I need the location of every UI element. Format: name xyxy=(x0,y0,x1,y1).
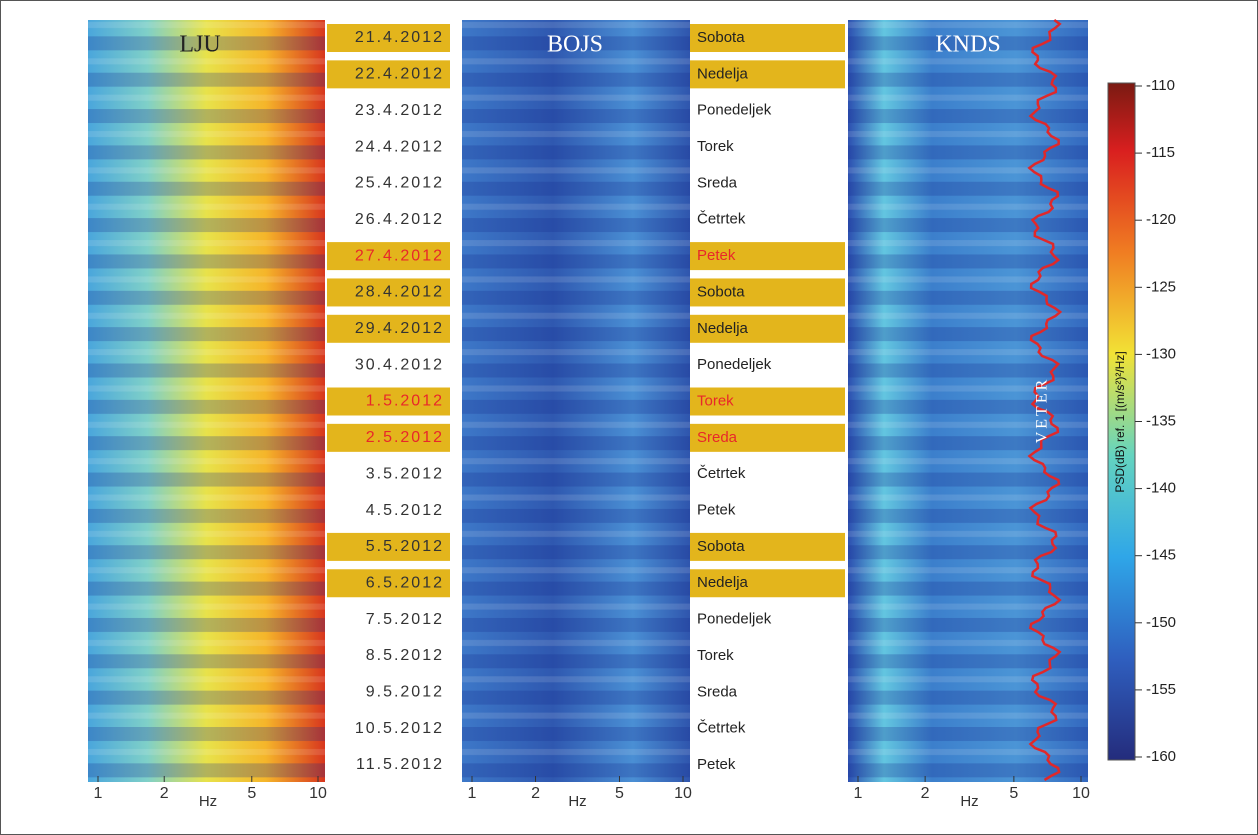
weekday: Četrtek xyxy=(697,720,746,737)
x-axis-label: Hz xyxy=(199,793,217,810)
date: 4.5.2012 xyxy=(366,502,444,519)
date: 26.4.2012 xyxy=(355,211,444,228)
date: 24.4.2012 xyxy=(355,138,444,155)
x-tick-label: 5 xyxy=(247,785,256,802)
date: 22.4.2012 xyxy=(355,66,444,83)
x-tick-label: 2 xyxy=(531,785,540,802)
x-tick-label: 10 xyxy=(309,785,327,802)
weekday: Četrtek xyxy=(697,211,746,228)
spectrogram-bands xyxy=(88,20,325,782)
weekday: Sobota xyxy=(697,538,745,555)
colorbar-tick-label: -155 xyxy=(1146,681,1176,698)
panel-title: LJU xyxy=(179,32,220,58)
date: 2.5.2012 xyxy=(366,429,444,446)
weekday: Četrtek xyxy=(697,465,746,482)
x-tick-label: 10 xyxy=(1072,785,1090,802)
weekday: Nedelja xyxy=(697,574,749,591)
date-highlight xyxy=(327,532,450,561)
weekday: Sreda xyxy=(697,174,738,191)
weekday: Sreda xyxy=(697,429,738,446)
weekday-highlight xyxy=(690,314,845,343)
weekday-highlight xyxy=(690,278,845,307)
x-tick-label: 5 xyxy=(615,785,624,802)
spectrogram-bands xyxy=(848,20,1088,782)
panel-title: BOJS xyxy=(547,32,603,58)
x-axis-label: Hz xyxy=(568,793,586,810)
date: 3.5.2012 xyxy=(366,465,444,482)
weekday: Sreda xyxy=(697,683,738,700)
colorbar-tick-label: -115 xyxy=(1146,144,1175,161)
weekday: Sobota xyxy=(697,283,745,300)
weekday: Ponedeljek xyxy=(697,356,772,373)
spectrogram-bands xyxy=(462,20,690,782)
weekday-highlight xyxy=(690,387,845,416)
colorbar-tick-label: -145 xyxy=(1146,547,1176,564)
weekday: Sobota xyxy=(697,29,745,46)
x-tick-label: 10 xyxy=(674,785,692,802)
weekday-highlight xyxy=(690,423,845,452)
date: 25.4.2012 xyxy=(355,175,444,192)
weekday: Torek xyxy=(697,138,734,155)
x-tick-label: 2 xyxy=(921,785,930,802)
date: 1.5.2012 xyxy=(366,393,444,410)
date: 10.5.2012 xyxy=(355,720,444,737)
date-highlight xyxy=(327,60,450,89)
x-tick-label: 1 xyxy=(94,785,103,802)
colorbar-tick-label: -120 xyxy=(1146,211,1176,228)
date: 27.4.2012 xyxy=(355,247,444,264)
weekday: Torek xyxy=(697,647,734,664)
date-highlight xyxy=(327,314,450,343)
weekday-highlight xyxy=(690,24,845,52)
weekday: Petek xyxy=(697,502,736,519)
colorbar-tick-label: -150 xyxy=(1146,614,1176,631)
date-highlight xyxy=(327,569,450,598)
x-axis-label: Hz xyxy=(960,793,978,810)
date: 9.5.2012 xyxy=(366,684,444,701)
date: 5.5.2012 xyxy=(366,538,444,555)
weekday: Nedelja xyxy=(697,320,749,337)
date: 6.5.2012 xyxy=(366,574,444,591)
x-tick-label: 1 xyxy=(854,785,863,802)
weekday: Ponedeljek xyxy=(697,611,772,628)
colorbar-tick-label: -140 xyxy=(1146,480,1176,497)
weekday-highlight xyxy=(690,532,845,561)
x-tick-label: 2 xyxy=(160,785,169,802)
date: 29.4.2012 xyxy=(355,320,444,337)
weekday: Petek xyxy=(697,247,736,264)
weekday-highlight xyxy=(690,569,845,598)
date: 21.4.2012 xyxy=(355,29,444,46)
date-highlight xyxy=(327,423,450,452)
colorbar-tick-label: -130 xyxy=(1146,345,1176,362)
weekday: Ponedeljek xyxy=(697,102,772,119)
date: 28.4.2012 xyxy=(355,284,444,301)
date: 8.5.2012 xyxy=(366,647,444,664)
date-highlight xyxy=(327,387,450,416)
colorbar-tick-label: -135 xyxy=(1146,412,1176,429)
wind-trace xyxy=(1027,18,1063,782)
x-tick-label: 1 xyxy=(468,785,477,802)
date: 30.4.2012 xyxy=(355,356,444,373)
colorbar xyxy=(1107,82,1136,761)
weekday-highlight xyxy=(690,60,845,89)
panel-title: KNDS xyxy=(935,32,1000,58)
colorbar-tick-label: -110 xyxy=(1146,77,1175,94)
date-highlight xyxy=(327,242,450,271)
weekday: Nedelja xyxy=(697,65,749,82)
weekday: Torek xyxy=(697,392,734,409)
weekday-highlight xyxy=(690,242,845,271)
colorbar-tick-label: -160 xyxy=(1146,748,1176,765)
date: 11.5.2012 xyxy=(356,756,444,773)
date-highlight xyxy=(327,24,450,52)
x-tick-label: 5 xyxy=(1009,785,1018,802)
date-highlight xyxy=(327,278,450,307)
weekday: Petek xyxy=(697,756,736,773)
date: 7.5.2012 xyxy=(366,611,444,628)
date: 23.4.2012 xyxy=(355,102,444,119)
colorbar-label: PSD(dB) ref. 1 [(m/s²)²/Hz] xyxy=(1113,351,1127,492)
annotation: VETER xyxy=(1034,377,1051,444)
colorbar-tick-label: -125 xyxy=(1146,278,1176,295)
